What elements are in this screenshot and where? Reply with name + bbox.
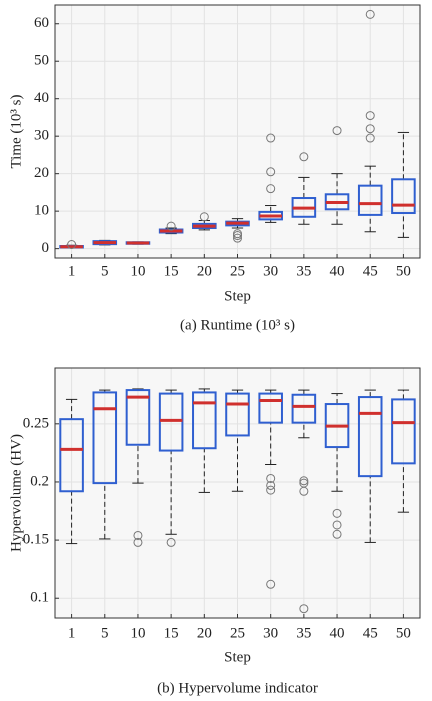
outlier xyxy=(365,9,375,19)
x-tick-label: 1 xyxy=(68,263,76,279)
x-tick-label: 50 xyxy=(396,625,411,641)
box xyxy=(125,389,151,446)
y-tick-label: 50 xyxy=(34,53,49,69)
outlier xyxy=(233,229,242,239)
outlier xyxy=(133,530,143,540)
box xyxy=(357,396,383,478)
outlier xyxy=(166,537,176,547)
x-tick-label: 30 xyxy=(263,263,278,279)
outlier xyxy=(299,476,309,486)
x-tick-label: 50 xyxy=(396,263,411,279)
x-tick-label: 15 xyxy=(164,625,179,641)
outlier xyxy=(299,604,309,614)
box xyxy=(192,391,217,450)
y-tick-label: 0.25 xyxy=(23,415,49,431)
outlier xyxy=(332,126,342,136)
outlier xyxy=(233,233,242,243)
x-tick-label: 35 xyxy=(296,263,311,279)
x-tick-label: 35 xyxy=(296,625,311,641)
box xyxy=(92,391,118,485)
y-tick-label: 10 xyxy=(34,203,49,219)
x-tick-label: 40 xyxy=(330,625,345,641)
x-tick-label: 25 xyxy=(230,263,245,279)
outlier xyxy=(266,480,276,490)
y-tick-label: 0.2 xyxy=(30,473,49,489)
x-axis-label: Step xyxy=(224,649,251,665)
y-tick-label: 0 xyxy=(42,240,50,256)
outlier xyxy=(266,167,276,177)
box xyxy=(357,184,383,216)
box xyxy=(391,398,416,465)
outlier xyxy=(266,184,276,194)
outlier xyxy=(199,212,209,222)
outlier xyxy=(365,124,375,134)
box xyxy=(291,393,317,424)
outlier xyxy=(266,579,276,589)
outlier xyxy=(166,221,176,231)
box xyxy=(258,392,283,424)
outlier xyxy=(365,133,375,143)
plot-frame xyxy=(54,4,421,259)
y-tick-label: 0.1 xyxy=(30,590,49,606)
x-axis-label: Step xyxy=(224,288,251,304)
y-tick-label: 20 xyxy=(34,165,49,181)
x-tick-label: 30 xyxy=(263,625,278,641)
outlier xyxy=(332,529,342,539)
y-tick-label: 0.15 xyxy=(23,532,49,548)
x-tick-label: 5 xyxy=(101,625,109,641)
outlier xyxy=(266,133,276,143)
outlier xyxy=(266,473,276,483)
outlier xyxy=(266,485,276,495)
x-tick-label: 15 xyxy=(164,263,179,279)
x-tick-label: 20 xyxy=(197,263,212,279)
box xyxy=(158,392,184,452)
outlier xyxy=(332,520,342,530)
caption: (a) Runtime (10³ s) xyxy=(180,317,295,333)
x-tick-label: 45 xyxy=(363,625,378,641)
x-tick-label: 10 xyxy=(130,625,145,641)
outlier xyxy=(133,537,143,547)
y-axis-label: Hypervolume (HV) xyxy=(8,434,24,552)
box xyxy=(225,392,250,437)
x-tick-label: 40 xyxy=(330,263,345,279)
x-tick-label: 20 xyxy=(197,625,212,641)
y-axis-label: Time (10³ s) xyxy=(8,95,24,169)
x-tick-label: 45 xyxy=(363,263,378,279)
box xyxy=(391,178,416,215)
x-tick-label: 10 xyxy=(130,263,145,279)
x-tick-label: 5 xyxy=(101,263,109,279)
y-tick-label: 30 xyxy=(34,128,49,144)
outlier xyxy=(365,111,375,121)
y-tick-label: 60 xyxy=(34,15,49,31)
y-tick-label: 40 xyxy=(34,90,49,106)
x-tick-label: 1 xyxy=(68,625,76,641)
box xyxy=(59,418,84,493)
outlier xyxy=(299,486,309,496)
x-tick-label: 25 xyxy=(230,625,245,641)
outlier xyxy=(67,240,77,250)
outlier xyxy=(332,508,342,518)
caption: (b) Hypervolume indicator xyxy=(157,680,318,696)
outlier xyxy=(299,152,309,162)
plot-frame xyxy=(54,367,421,619)
